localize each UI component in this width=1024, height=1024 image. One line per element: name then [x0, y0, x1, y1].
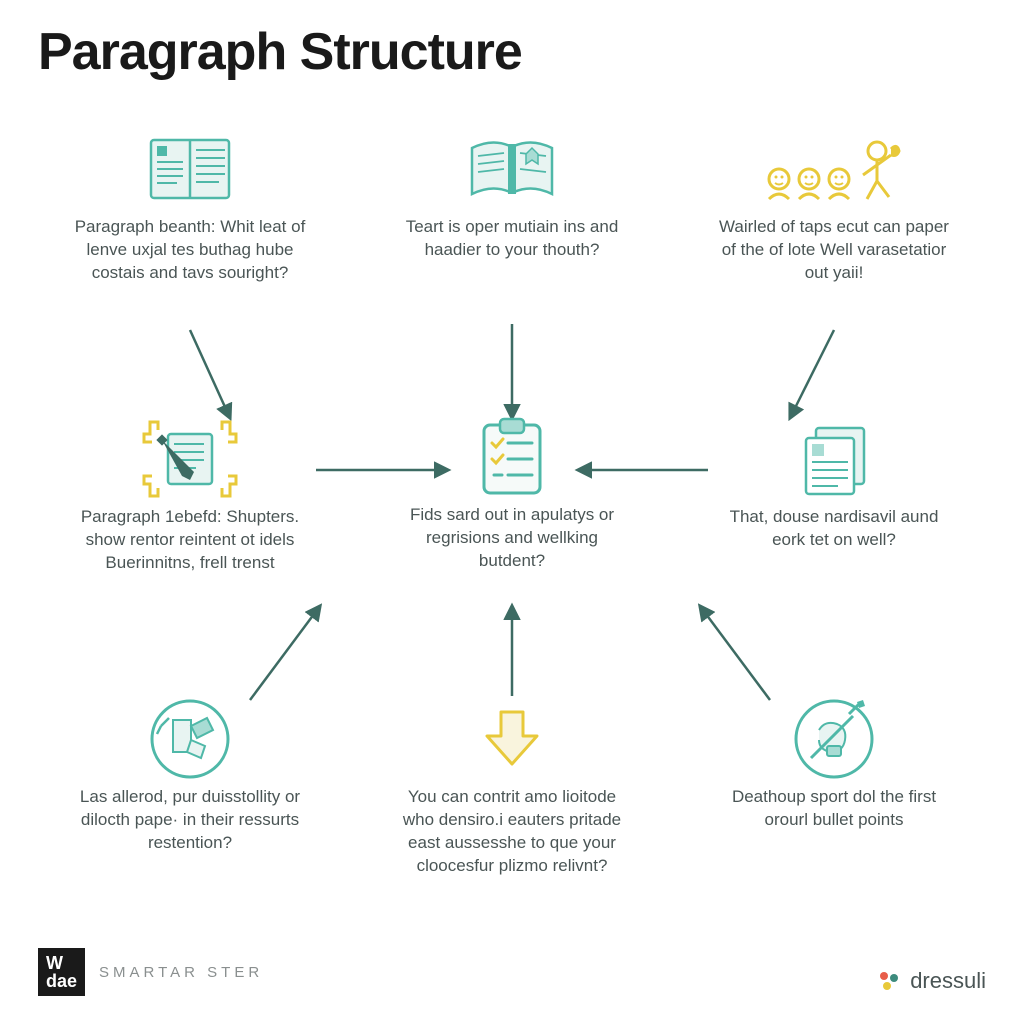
circle-tools-icon: [704, 700, 964, 778]
node-top-left: Paragraph beanth: Whit leat of lenve uxj…: [60, 130, 320, 285]
node-top-mid: Teart is oper mutiain ins and haadier to…: [382, 130, 642, 262]
node-bot-right: Deathoup sport dol the first orourl bull…: [704, 700, 964, 832]
brand-text: dressuli: [910, 968, 986, 994]
node-text: Las allerod, pur duisstollity or dilocth…: [60, 786, 320, 855]
node-top-right: Wairled of taps ecut can paper of the of…: [704, 130, 964, 285]
logo-bot: dae: [46, 972, 77, 990]
node-text: You can contrit amo lioitode who densiro…: [382, 786, 642, 878]
node-text: Fids sard out in apulatys or regrisions …: [382, 504, 642, 573]
footer-brand: dressuli: [876, 968, 986, 994]
node-bot-mid: You can contrit amo lioitode who densiro…: [382, 700, 642, 878]
node-text: Paragraph 1ebefd: Shupters. show rentor …: [60, 506, 320, 575]
footer-logo: W dae: [38, 948, 85, 996]
logo-top: W: [46, 954, 77, 972]
open-book-icon: [382, 130, 642, 208]
circle-docs-icon: [60, 700, 320, 778]
people-icon: [704, 130, 964, 208]
footer-tagline: SMARTAR STER: [99, 964, 263, 981]
notebook-icon: [60, 130, 320, 208]
node-text: Wairled of taps ecut can paper of the of…: [704, 216, 964, 285]
footer-left: W dae SMARTAR STER: [38, 948, 263, 996]
node-text: Paragraph beanth: Whit leat of lenve uxj…: [60, 216, 320, 285]
clipboard-check-icon: [382, 418, 642, 496]
node-text: That, douse nardisavil aund eork tet on …: [704, 506, 964, 552]
draft-badge-icon: [60, 420, 320, 498]
node-mid-left: Paragraph 1ebefd: Shupters. show rentor …: [60, 420, 320, 575]
node-text: Teart is oper mutiain ins and haadier to…: [382, 216, 642, 262]
node-mid-right: That, douse nardisavil aund eork tet on …: [704, 420, 964, 552]
down-arrow-icon: [382, 700, 642, 778]
node-center: Fids sard out in apulatys or regrisions …: [382, 418, 642, 573]
node-bot-left: Las allerod, pur duisstollity or dilocth…: [60, 700, 320, 855]
doc-stack-icon: [704, 420, 964, 498]
node-text: Deathoup sport dol the first orourl bull…: [704, 786, 964, 832]
brand-dots-icon: [876, 968, 902, 994]
